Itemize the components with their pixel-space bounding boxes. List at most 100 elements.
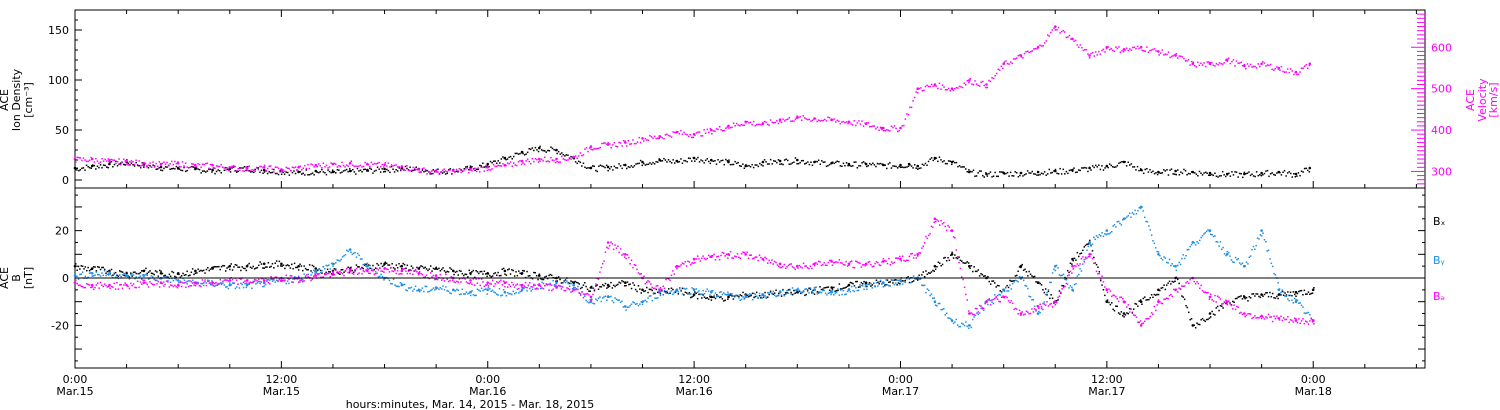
velocity-data-point xyxy=(778,118,782,121)
bz-point xyxy=(446,278,448,280)
bx-point xyxy=(775,289,777,291)
velocity-point xyxy=(627,140,630,142)
density-point xyxy=(587,167,589,169)
velocity-point xyxy=(1033,48,1035,50)
density-point xyxy=(748,164,750,167)
bz-data-point xyxy=(125,283,128,287)
bx-point xyxy=(110,268,113,271)
density-point xyxy=(104,164,106,167)
by-point xyxy=(679,288,681,290)
bz-point xyxy=(352,273,355,275)
bz-point xyxy=(855,260,857,262)
by-point xyxy=(337,259,340,262)
by-point xyxy=(868,283,871,286)
bx-point xyxy=(1017,270,1019,272)
bz-point xyxy=(1133,314,1135,316)
by-point xyxy=(489,288,491,290)
bx-point xyxy=(637,285,640,287)
density-data-point xyxy=(761,160,765,164)
bz-point xyxy=(1145,318,1147,320)
by-point xyxy=(282,278,285,280)
bx-point xyxy=(644,290,647,292)
by-point xyxy=(767,291,769,294)
bx-point xyxy=(189,274,191,276)
velocity-point xyxy=(850,123,852,125)
bx-data-point xyxy=(159,272,163,275)
density-point xyxy=(971,171,973,173)
velocity-point xyxy=(1081,46,1083,49)
by-point xyxy=(1094,238,1096,241)
by-point xyxy=(1236,258,1238,261)
velocity-point xyxy=(1119,51,1122,53)
by-point xyxy=(595,298,597,300)
by-point xyxy=(431,288,433,291)
velocity-point xyxy=(711,133,713,135)
density-data-point xyxy=(1260,171,1263,175)
bz-point xyxy=(322,276,325,278)
velocity-point xyxy=(1271,68,1273,71)
bz-point xyxy=(1199,287,1201,289)
by-point xyxy=(357,252,359,255)
bz-point xyxy=(557,284,560,287)
bx-data-point xyxy=(503,269,507,273)
bx-point xyxy=(670,287,673,289)
velocity-point xyxy=(542,160,544,162)
bx-point xyxy=(335,268,337,270)
by-point xyxy=(533,284,535,287)
density-point xyxy=(752,166,755,169)
x-tick-date-label: Mar.16 xyxy=(469,385,506,398)
by-point xyxy=(579,294,582,296)
bz-point xyxy=(1201,289,1204,292)
by-point xyxy=(540,287,542,290)
bx-point xyxy=(1185,305,1187,307)
by-point xyxy=(491,289,494,292)
velocity-point xyxy=(765,121,767,123)
velocity-point xyxy=(400,168,402,171)
bz-point xyxy=(806,267,809,269)
velocity-point xyxy=(1259,65,1261,68)
bx-point xyxy=(1204,320,1206,323)
bx-point xyxy=(994,282,996,284)
bx-point xyxy=(612,284,615,287)
velocity-point xyxy=(158,161,161,163)
by-point xyxy=(216,284,219,286)
bx-point xyxy=(483,270,486,272)
bx-point xyxy=(1046,294,1048,296)
by-data-point xyxy=(434,286,438,289)
density-point xyxy=(404,165,407,168)
density-point xyxy=(494,160,496,162)
bx-point xyxy=(764,291,766,294)
velocity-point xyxy=(322,162,325,164)
velocity-point xyxy=(1166,53,1168,56)
bz-point xyxy=(692,262,695,265)
bx-point xyxy=(584,282,586,284)
bx-point xyxy=(418,266,421,268)
bz-point xyxy=(522,286,524,289)
by-point xyxy=(614,297,616,299)
bx-point xyxy=(410,265,413,267)
density-point xyxy=(513,155,515,158)
by-point xyxy=(1163,256,1165,258)
velocity-point xyxy=(960,86,962,88)
velocity-point xyxy=(949,90,951,92)
velocity-point xyxy=(1175,52,1177,55)
by-point xyxy=(974,314,977,317)
bx-point xyxy=(463,274,465,277)
bz-point xyxy=(1211,298,1213,301)
density-point xyxy=(355,173,357,175)
density-point xyxy=(1254,175,1256,178)
density-point xyxy=(158,167,161,169)
by-point xyxy=(922,284,924,287)
bz-point xyxy=(1122,298,1124,300)
bz-point xyxy=(567,287,569,290)
density-point xyxy=(248,170,250,172)
density-point xyxy=(1135,169,1137,171)
density-point xyxy=(906,166,908,168)
density-point xyxy=(1057,173,1060,175)
bz-point xyxy=(401,273,403,275)
bz-point xyxy=(707,254,710,257)
by-point xyxy=(713,294,715,296)
velocity-data-point xyxy=(675,130,679,134)
bx-point xyxy=(1166,284,1168,286)
